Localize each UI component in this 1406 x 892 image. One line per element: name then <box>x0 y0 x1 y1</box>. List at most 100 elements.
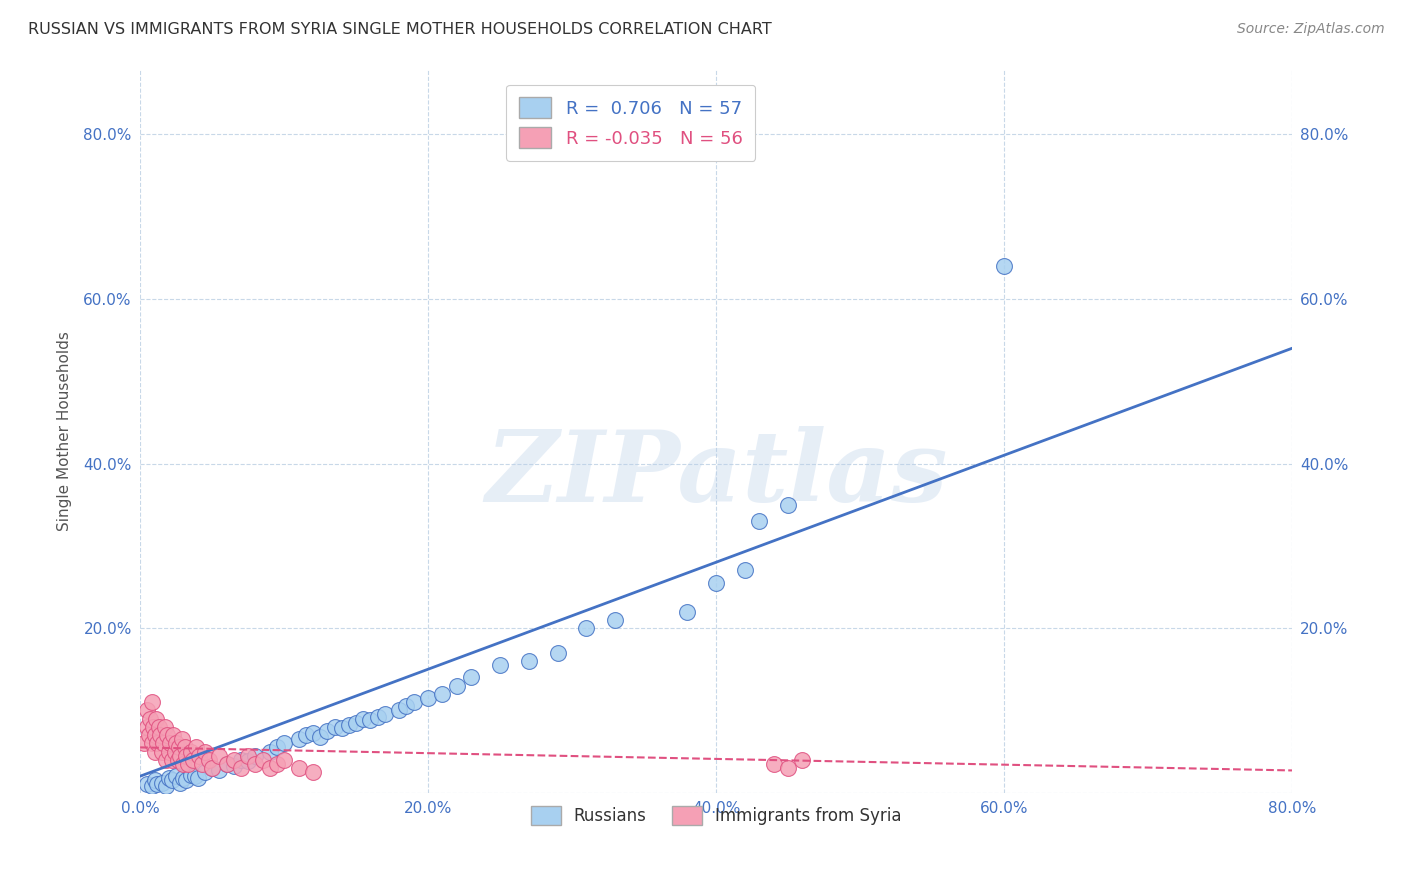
Point <box>152 736 174 750</box>
Point <box>704 575 727 590</box>
Point <box>180 767 202 781</box>
Point <box>432 687 454 701</box>
Point <box>273 736 295 750</box>
Point <box>170 732 193 747</box>
Point <box>215 756 238 771</box>
Point <box>229 753 252 767</box>
Point <box>294 728 316 742</box>
Point <box>165 769 187 783</box>
Point <box>155 753 177 767</box>
Legend: Russians, Immigrants from Syria: Russians, Immigrants from Syria <box>520 796 911 835</box>
Point <box>169 776 191 790</box>
Point <box>146 777 169 791</box>
Point <box>172 756 194 771</box>
Point <box>316 723 339 738</box>
Point <box>776 498 799 512</box>
Point <box>374 707 396 722</box>
Point <box>676 605 699 619</box>
Point <box>215 756 238 771</box>
Point <box>201 761 224 775</box>
Point <box>146 736 169 750</box>
Point <box>489 658 512 673</box>
Point <box>172 771 194 785</box>
Point <box>287 732 309 747</box>
Point <box>792 753 814 767</box>
Point <box>360 713 382 727</box>
Point <box>259 745 281 759</box>
Point <box>194 765 217 780</box>
Point <box>157 745 180 759</box>
Point <box>162 728 184 742</box>
Point <box>173 740 195 755</box>
Point <box>208 763 231 777</box>
Point <box>194 745 217 759</box>
Point <box>188 748 211 763</box>
Point <box>302 765 325 780</box>
Point <box>762 756 785 771</box>
Point <box>302 726 325 740</box>
Point <box>143 728 166 742</box>
Point <box>134 736 156 750</box>
Point <box>575 621 598 635</box>
Point <box>165 736 187 750</box>
Point <box>143 773 166 788</box>
Text: ZIPatlas: ZIPatlas <box>485 425 948 523</box>
Point <box>143 745 166 759</box>
Point <box>183 753 205 767</box>
Point <box>149 728 172 742</box>
Point <box>460 670 482 684</box>
Point <box>273 753 295 767</box>
Point <box>159 736 181 750</box>
Point <box>174 748 197 763</box>
Point <box>236 755 259 769</box>
Point <box>222 753 245 767</box>
Point <box>517 654 540 668</box>
Point <box>153 720 176 734</box>
Point <box>155 779 177 793</box>
Point <box>252 753 274 767</box>
Point <box>169 748 191 763</box>
Point <box>416 691 439 706</box>
Point <box>150 745 173 759</box>
Point <box>141 779 163 793</box>
Point <box>287 761 309 775</box>
Point <box>309 730 332 744</box>
Point <box>198 753 221 767</box>
Point <box>734 564 756 578</box>
Y-axis label: Single Mother Households: Single Mother Households <box>58 331 72 531</box>
Point <box>993 259 1015 273</box>
Point <box>145 712 167 726</box>
Point <box>136 703 159 717</box>
Point <box>160 753 183 767</box>
Point <box>176 756 198 771</box>
Point <box>402 695 425 709</box>
Point <box>330 722 353 736</box>
Point <box>222 759 245 773</box>
Point <box>142 720 165 734</box>
Point <box>605 613 627 627</box>
Point <box>141 736 163 750</box>
Point <box>180 745 202 759</box>
Point <box>139 712 162 726</box>
Point <box>160 773 183 788</box>
Point <box>245 756 267 771</box>
Point <box>141 695 163 709</box>
Point <box>184 769 207 783</box>
Point <box>776 761 799 775</box>
Point <box>266 756 288 771</box>
Point <box>201 761 224 775</box>
Point <box>136 720 159 734</box>
Point <box>208 748 231 763</box>
Point <box>186 740 208 755</box>
Point <box>174 773 197 788</box>
Text: RUSSIAN VS IMMIGRANTS FROM SYRIA SINGLE MOTHER HOUSEHOLDS CORRELATION CHART: RUSSIAN VS IMMIGRANTS FROM SYRIA SINGLE … <box>28 22 772 37</box>
Point <box>395 699 418 714</box>
Text: Source: ZipAtlas.com: Source: ZipAtlas.com <box>1237 22 1385 37</box>
Point <box>156 728 179 742</box>
Point <box>352 712 374 726</box>
Point <box>446 679 468 693</box>
Point <box>148 720 170 734</box>
Point <box>163 745 186 759</box>
Point <box>157 771 180 785</box>
Point <box>236 748 259 763</box>
